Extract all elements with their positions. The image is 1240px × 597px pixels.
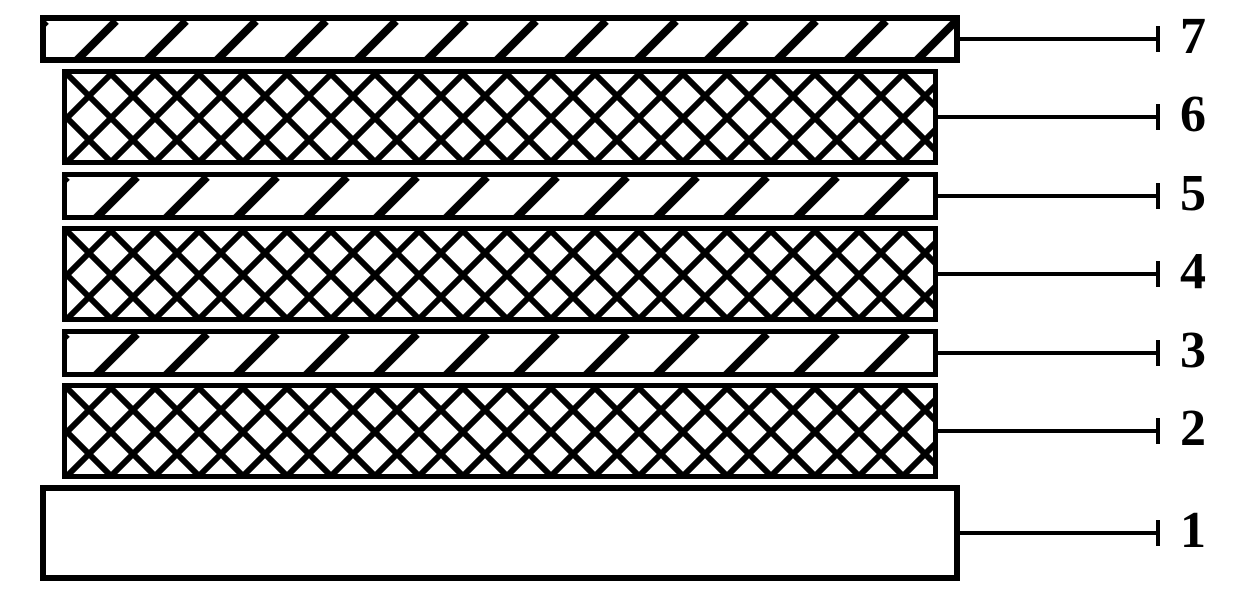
leader-1 <box>960 531 1160 535</box>
leader-tick-6 <box>1156 104 1160 130</box>
leader-6 <box>938 115 1160 119</box>
leader-3 <box>938 351 1160 355</box>
layer-3 <box>62 329 938 377</box>
label-2: 2 <box>1180 399 1206 458</box>
layer-2 <box>62 383 938 479</box>
layer-1 <box>40 485 960 581</box>
leader-tick-3 <box>1156 340 1160 366</box>
layer-4 <box>62 226 938 322</box>
leader-7 <box>960 37 1160 41</box>
label-1: 1 <box>1180 501 1206 560</box>
diagram-stage: 7 6 5 4 3 2 1 <box>0 0 1240 597</box>
label-6: 6 <box>1180 85 1206 144</box>
layer-5 <box>62 172 938 220</box>
leader-tick-4 <box>1156 261 1160 287</box>
layer-6 <box>62 69 938 165</box>
label-3: 3 <box>1180 321 1206 380</box>
label-7: 7 <box>1180 7 1206 66</box>
leader-tick-2 <box>1156 418 1160 444</box>
leader-4 <box>938 272 1160 276</box>
label-5: 5 <box>1180 164 1206 223</box>
leader-2 <box>938 429 1160 433</box>
label-4: 4 <box>1180 242 1206 301</box>
leader-tick-1 <box>1156 520 1160 546</box>
leader-5 <box>938 194 1160 198</box>
leader-tick-5 <box>1156 183 1160 209</box>
leader-tick-7 <box>1156 26 1160 52</box>
layer-7 <box>40 15 960 63</box>
